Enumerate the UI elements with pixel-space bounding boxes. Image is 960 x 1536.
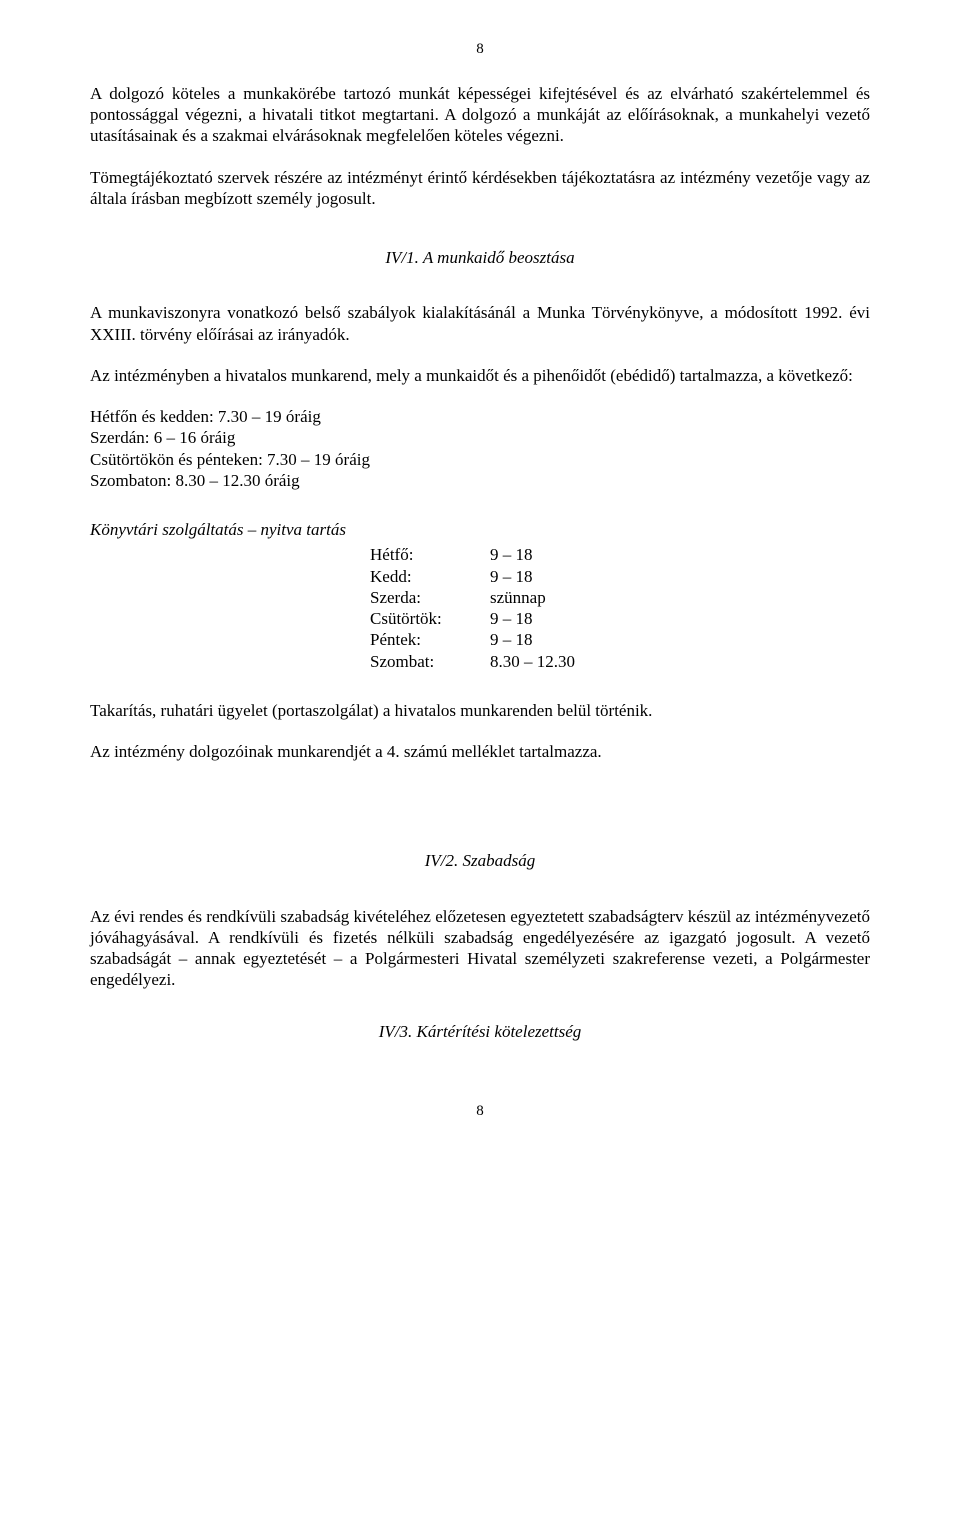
day-label: Csütörtök:: [370, 608, 490, 629]
work-schedule-block: Hétfőn és kedden: 7.30 – 19 óráig Szerdá…: [90, 406, 870, 491]
table-row: Szerda: szünnap: [370, 587, 870, 608]
paragraph: Tömegtájékoztató szervek részére az inté…: [90, 167, 870, 210]
hours-value: 8.30 – 12.30: [490, 651, 575, 672]
library-hours-heading: Könyvtári szolgáltatás – nyitva tartás: [90, 519, 870, 540]
day-label: Szerda:: [370, 587, 490, 608]
schedule-line: Hétfőn és kedden: 7.30 – 19 óráig: [90, 406, 870, 427]
paragraph: Takarítás, ruhatári ügyelet (portaszolgá…: [90, 700, 870, 721]
library-hours-table: Hétfő: 9 – 18 Kedd: 9 – 18 Szerda: szünn…: [370, 544, 870, 672]
hours-value: 9 – 18: [490, 544, 533, 565]
schedule-line: Csütörtökön és pénteken: 7.30 – 19 óráig: [90, 449, 870, 470]
day-label: Péntek:: [370, 629, 490, 650]
day-label: Szombat:: [370, 651, 490, 672]
day-label: Hétfő:: [370, 544, 490, 565]
section-title-iv2: IV/2. Szabadság: [90, 850, 870, 871]
hours-value: 9 – 18: [490, 629, 533, 650]
day-label: Kedd:: [370, 566, 490, 587]
paragraph: Az intézményben a hivatalos munkarend, m…: [90, 365, 870, 386]
hours-value: 9 – 18: [490, 608, 533, 629]
header-page-number: 8: [90, 40, 870, 59]
paragraph: A dolgozó köteles a munkakörébe tartozó …: [90, 83, 870, 147]
schedule-line: Szerdán: 6 – 16 óráig: [90, 427, 870, 448]
document-page: 8 A dolgozó köteles a munkakörébe tartoz…: [0, 0, 960, 1536]
section-title-iv1: IV/1. A munkaidő beosztása: [90, 247, 870, 268]
table-row: Kedd: 9 – 18: [370, 566, 870, 587]
section-title-iv3: IV/3. Kártérítési kötelezettség: [90, 1021, 870, 1042]
table-row: Péntek: 9 – 18: [370, 629, 870, 650]
schedule-line: Szombaton: 8.30 – 12.30 óráig: [90, 470, 870, 491]
paragraph: Az évi rendes és rendkívüli szabadság ki…: [90, 906, 870, 991]
paragraph: Az intézmény dolgozóinak munkarendjét a …: [90, 741, 870, 762]
table-row: Szombat: 8.30 – 12.30: [370, 651, 870, 672]
paragraph: A munkaviszonyra vonatkozó belső szabály…: [90, 302, 870, 345]
table-row: Hétfő: 9 – 18: [370, 544, 870, 565]
hours-value: szünnap: [490, 587, 546, 608]
footer-page-number: 8: [90, 1102, 870, 1121]
table-row: Csütörtök: 9 – 18: [370, 608, 870, 629]
hours-value: 9 – 18: [490, 566, 533, 587]
